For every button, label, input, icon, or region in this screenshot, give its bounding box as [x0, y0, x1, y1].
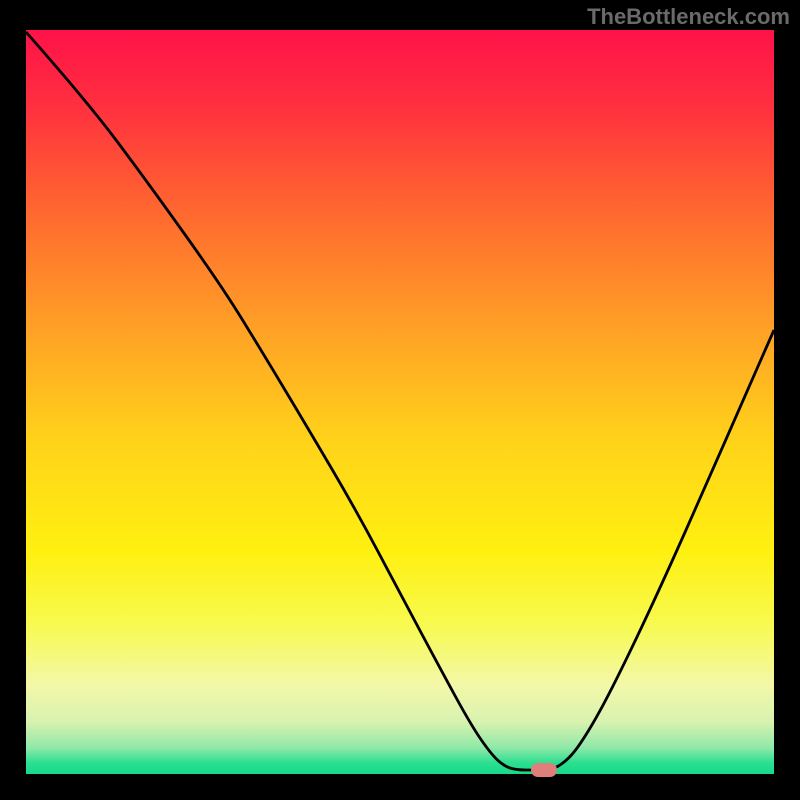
watermark-text: TheBottleneck.com	[587, 4, 790, 30]
optimal-marker	[531, 763, 557, 777]
plot-area	[26, 30, 774, 774]
chart-container: TheBottleneck.com	[0, 0, 800, 800]
curve-path	[26, 32, 774, 770]
bottleneck-curve	[26, 30, 774, 774]
